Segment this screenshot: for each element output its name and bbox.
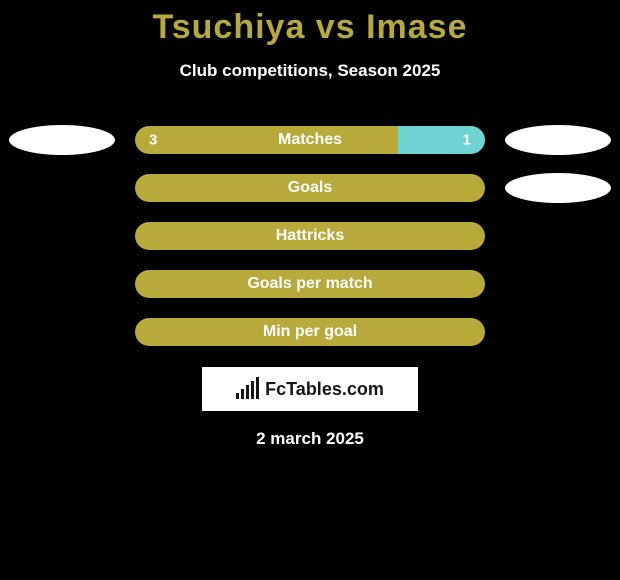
right-spacer — [505, 317, 611, 347]
left-spacer — [9, 317, 115, 347]
stat-row: Goals per match — [0, 269, 620, 299]
bar-segment-right — [398, 126, 486, 154]
right-spacer — [505, 221, 611, 251]
logo-box: FcTables.com — [202, 367, 418, 411]
left-spacer — [9, 221, 115, 251]
left-oval — [9, 173, 115, 203]
stat-row: Min per goal — [0, 317, 620, 347]
page-title: Tsuchiya vs Imase — [0, 0, 620, 47]
stat-rows: Matches31 Goals Hattricks Goals per match Mi… — [0, 125, 620, 347]
stat-bar: Hattricks — [135, 222, 485, 250]
bar-segment-left — [135, 222, 485, 250]
stat-row: Matches31 — [0, 125, 620, 155]
stat-bar: Min per goal — [135, 318, 485, 346]
bar-segment-left — [135, 174, 485, 202]
stat-row: Hattricks — [0, 221, 620, 251]
right-oval — [505, 125, 611, 155]
bar-segment-left — [135, 270, 485, 298]
left-oval — [9, 125, 115, 155]
comparison-infographic: Tsuchiya vs Imase Club competitions, Sea… — [0, 0, 620, 580]
right-spacer — [505, 269, 611, 299]
bars-icon — [236, 379, 259, 399]
stat-row: Goals — [0, 173, 620, 203]
stat-bar: Goals — [135, 174, 485, 202]
date-text: 2 march 2025 — [0, 429, 620, 449]
right-oval — [505, 173, 611, 203]
stat-bar: Matches31 — [135, 126, 485, 154]
stat-bar: Goals per match — [135, 270, 485, 298]
bar-segment-left — [135, 318, 485, 346]
logo-text: FcTables.com — [265, 379, 384, 400]
page-subtitle: Club competitions, Season 2025 — [0, 61, 620, 81]
left-spacer — [9, 269, 115, 299]
bar-segment-left — [135, 126, 398, 154]
